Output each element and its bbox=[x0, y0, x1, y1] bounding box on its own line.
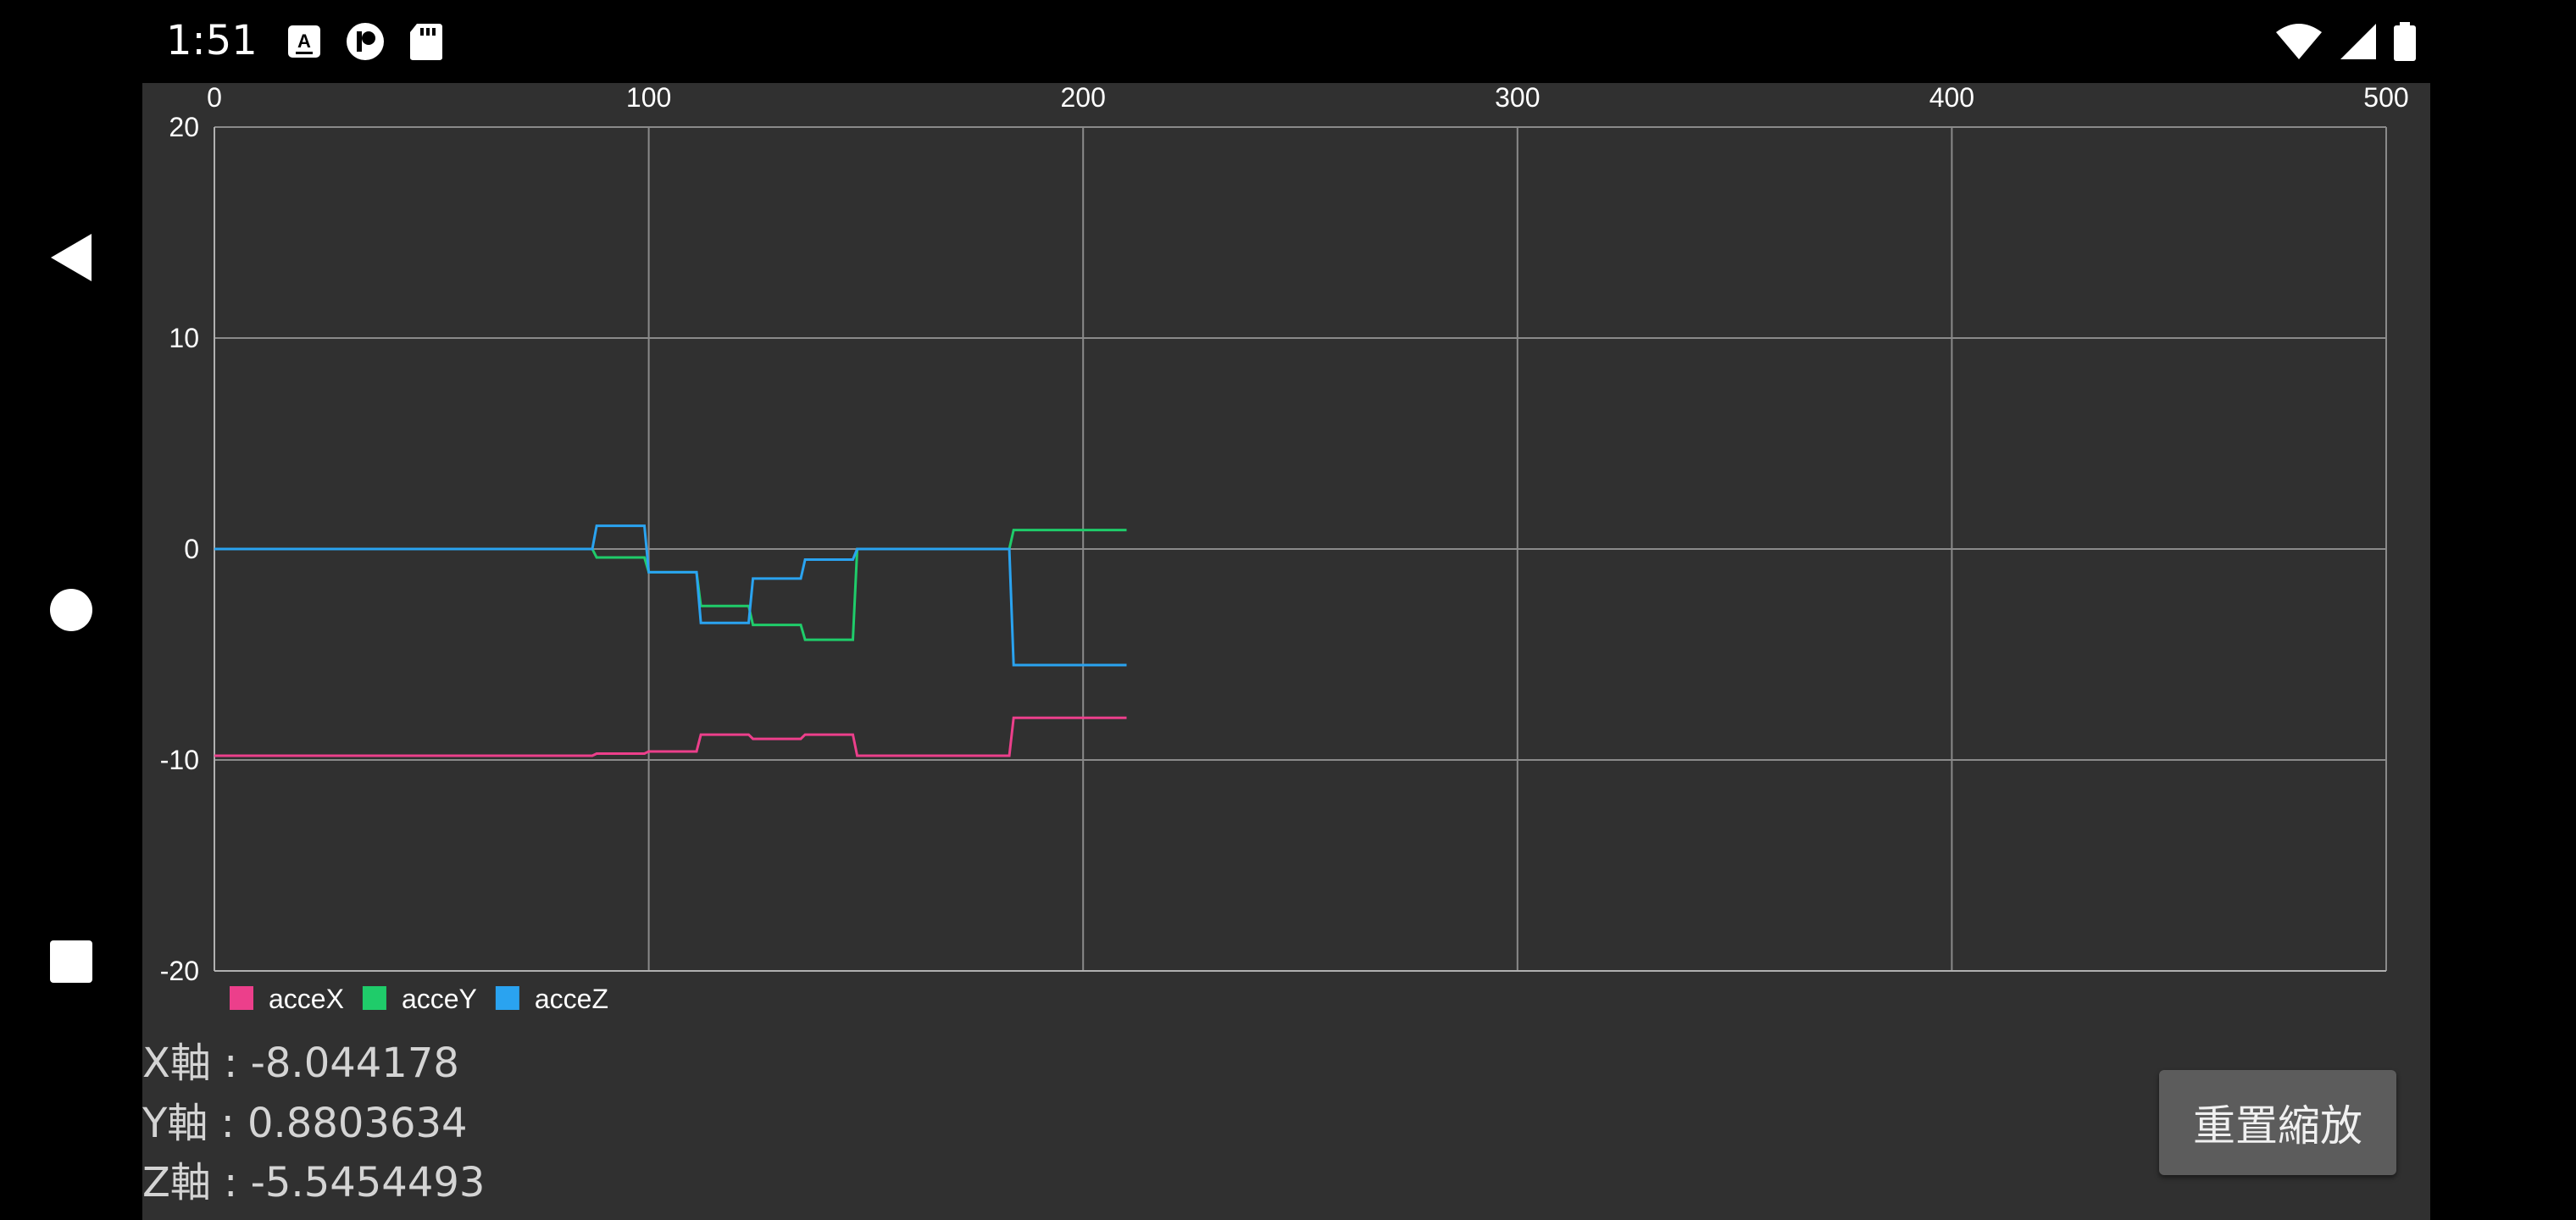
home-button[interactable] bbox=[37, 576, 105, 644]
x-tick-label: 0 bbox=[207, 83, 222, 113]
wifi-icon bbox=[2276, 24, 2322, 59]
cell-signal-icon bbox=[2340, 24, 2376, 59]
battery-icon bbox=[2394, 22, 2416, 61]
keyboard-a-icon: A bbox=[288, 25, 320, 58]
legend-swatch-acceY bbox=[362, 986, 386, 1010]
y-tick-label: 0 bbox=[184, 534, 199, 564]
recents-button[interactable] bbox=[37, 928, 105, 995]
y-tick-label: -20 bbox=[160, 956, 199, 986]
home-circle-icon bbox=[50, 589, 92, 631]
x-axis-readout: X軸 : -8.044178 bbox=[142, 1040, 459, 1087]
recents-square-icon bbox=[50, 940, 92, 983]
reset-zoom-button[interactable]: 重置縮放 bbox=[2159, 1070, 2396, 1175]
svg-text:A: A bbox=[297, 30, 311, 52]
legend-swatch-acceZ bbox=[495, 986, 519, 1010]
status-bar: 1:51 A bbox=[142, 0, 2576, 83]
series-line-acceY bbox=[214, 529, 1127, 641]
back-triangle-icon bbox=[51, 234, 92, 281]
legend-swatch-acceX bbox=[230, 986, 253, 1010]
x-tick-label: 500 bbox=[2363, 83, 2408, 113]
z-axis-readout: Z軸 : -5.5454493 bbox=[142, 1159, 486, 1206]
x-tick-label: 200 bbox=[1061, 83, 1106, 113]
y-tick-label: 10 bbox=[169, 323, 199, 353]
x-tick-label: 400 bbox=[1929, 83, 1974, 113]
x-tick-label: 300 bbox=[1495, 83, 1540, 113]
navigation-bar bbox=[0, 0, 142, 1220]
legend-label-acceX: acceX bbox=[269, 984, 344, 1014]
y-tick-label: 20 bbox=[169, 112, 199, 142]
y-axis-readout: Y軸 : 0.8803634 bbox=[142, 1100, 468, 1147]
legend-label-acceZ: acceZ bbox=[535, 984, 608, 1014]
legend-label-acceY: acceY bbox=[402, 984, 477, 1014]
series-line-acceX bbox=[214, 716, 1127, 757]
series-line-acceZ bbox=[214, 524, 1127, 667]
sd-card-icon bbox=[410, 24, 442, 60]
app-content: 0 100 200 300 400 500 20 10 0 -10 -20 acceX acceY acc… bbox=[142, 83, 2430, 1220]
back-button[interactable] bbox=[37, 224, 105, 291]
y-tick-label: -10 bbox=[160, 745, 199, 775]
circle-p-icon bbox=[347, 23, 384, 60]
x-tick-label: 100 bbox=[626, 83, 671, 113]
status-clock: 1:51 bbox=[166, 17, 258, 64]
